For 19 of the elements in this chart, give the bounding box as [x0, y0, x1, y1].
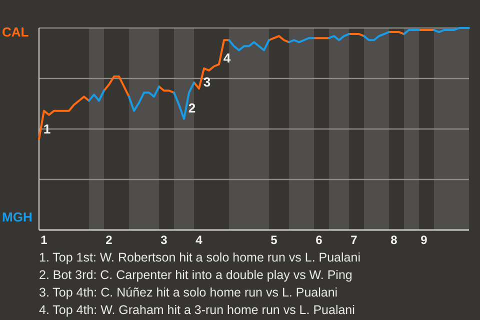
x-tick-label: 4 — [196, 233, 203, 248]
x-tick-label: 1 — [40, 233, 48, 248]
text: 3. Top 4th: C. Núñez hit a solo home run vs L. Pualani — [39, 285, 338, 300]
x-tick-label: 2 — [106, 233, 113, 248]
x-tick-label: 3 — [160, 233, 168, 248]
x-tick-label: 7 — [350, 233, 358, 248]
x-tick-label: 5 — [270, 233, 278, 248]
text: MGH — [2, 209, 32, 224]
annotation: 2 — [188, 100, 196, 116]
annotation: 3 — [203, 74, 211, 90]
text: 2. Bot 3rd: C. Carpenter hit into a double play vs W. Ping — [39, 268, 352, 282]
x-tick-label: 6 — [316, 233, 323, 248]
x-tick-label: 9 — [420, 233, 428, 248]
text: CAL — [2, 24, 29, 40]
text: 4. Top 4th: W. Graham hit a 3-run home run vs L. Pualani — [39, 302, 355, 317]
text: 1. Top 1st: W. Robertson hit a solo home run vs L. Pualani — [39, 250, 360, 264]
x-tick-label: 8 — [390, 233, 398, 248]
annotation: 4 — [223, 50, 232, 66]
annotation: 1 — [43, 121, 51, 136]
